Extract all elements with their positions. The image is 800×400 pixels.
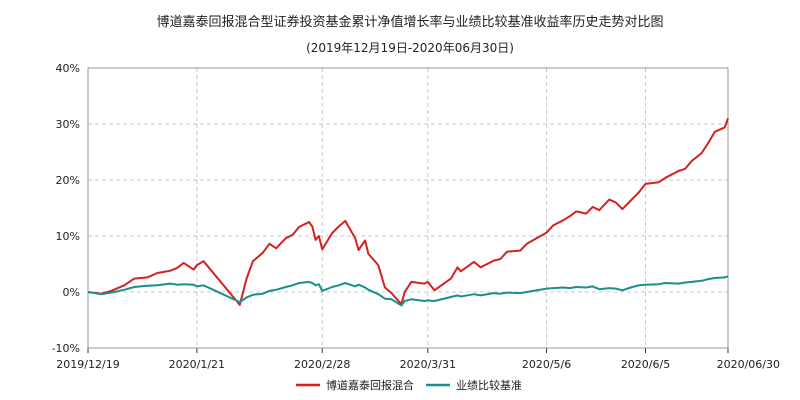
y-tick-label: 20% (56, 174, 80, 187)
legend-label: 业绩比较基准 (456, 378, 522, 392)
series-line-benchmark (87, 275, 729, 307)
chart-title: 博道嘉泰回报混合型证券投资基金累计净值增长率与业绩比较基准收益率历史走势对比图 (156, 14, 663, 30)
series-line-fund (87, 118, 729, 306)
x-tick-label: 2020/06/30 (717, 358, 780, 371)
x-tick-label: 2020/6/5 (621, 358, 670, 371)
x-tick-label: 2020/2/28 (294, 358, 350, 371)
x-tick-label: 2020/5/6 (522, 358, 571, 371)
x-tick-label: 2020/1/21 (169, 358, 225, 371)
y-tick-label: 40% (56, 62, 80, 75)
x-tick-label: 2020/3/31 (400, 358, 456, 371)
y-tick-label: 30% (56, 118, 80, 131)
series-layer (87, 118, 729, 307)
legend-label: 博道嘉泰回报混合 (326, 378, 414, 392)
plot-frame (87, 67, 729, 349)
tick-layer: -10% 0% 10% 20% 30% 40% 2019/12/19 2020/1/21 202… (52, 62, 780, 371)
x-tick-label: 2019/12/19 (56, 358, 119, 371)
y-tick-label: -10% (52, 342, 80, 355)
grid-layer (88, 68, 728, 348)
chart-subtitle: (2019年12月19日-2020年06月30日) (306, 41, 514, 55)
legend: 博道嘉泰回报混合 业绩比较基准 (296, 378, 522, 392)
y-tick-label: 10% (56, 230, 80, 243)
axis-layer (87, 67, 729, 353)
y-tick-label: 0% (63, 286, 80, 299)
